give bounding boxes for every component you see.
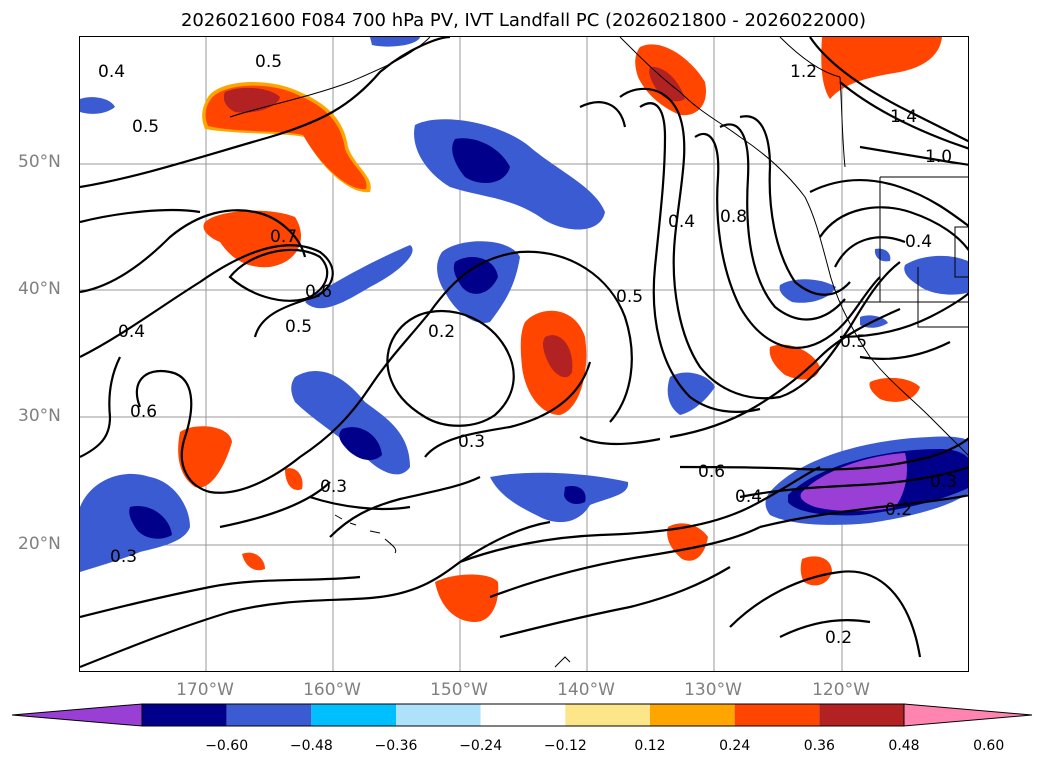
colorbar-tick-label: −0.60 (205, 738, 249, 754)
contour-label: 0.4 (98, 62, 125, 82)
colorbar-segment (650, 704, 735, 726)
colorbar-tick-label: 0.24 (719, 738, 751, 754)
colorbar-tick-label: −0.48 (289, 738, 333, 754)
contour-label: 0.5 (616, 287, 643, 307)
lat-label: 30°N (18, 406, 61, 426)
colorbar-segment (480, 704, 566, 726)
lat-label: 40°N (18, 279, 61, 299)
lat-label: 50°N (18, 152, 61, 172)
lat-label: 20°N (18, 534, 61, 554)
ivt-shading (80, 37, 968, 622)
colorbar-segment (396, 704, 481, 726)
colorbar-tick-label: 0.48 (888, 738, 920, 754)
colorbar-extend-max (903, 703, 1033, 727)
contour-label: 0.2 (885, 500, 912, 520)
contour-label: 0.4 (668, 212, 695, 232)
contour-label: 0.4 (118, 322, 145, 342)
contour-label: 1.2 (790, 62, 817, 82)
contour-label: 0.5 (255, 52, 282, 72)
colorbar-tick-label: 0.36 (803, 738, 835, 754)
colorbar-segment (226, 704, 312, 726)
contour-label: 1.4 (890, 107, 917, 127)
contour-label: 0.8 (720, 207, 747, 227)
contour-label: 0.5 (840, 332, 867, 352)
lon-label: 160°W (303, 680, 361, 700)
colorbar-tick-label: 0.12 (634, 738, 666, 754)
contour-label: 0.2 (428, 322, 455, 342)
contour-label: 0.2 (825, 628, 852, 648)
contour-label: 0.3 (320, 477, 347, 497)
contour-label: 0.7 (270, 227, 297, 247)
map-plot: 0.4 0.5 0.5 0.7 0.6 0.5 0.4 0.6 0.3 0.2 … (80, 37, 968, 671)
colorbar-segment (142, 704, 227, 726)
pv-contours (80, 37, 968, 669)
map-panel: 0.4 0.5 0.5 0.7 0.6 0.5 0.4 0.6 0.3 0.2 … (79, 36, 969, 672)
contour-label: 0.6 (305, 282, 332, 302)
contour-label: 0.4 (735, 487, 762, 507)
contour-label: 0.6 (130, 402, 157, 422)
colorbar-segment (734, 704, 820, 726)
contour-label: 0.3 (930, 472, 957, 492)
contour-label: 0.3 (458, 432, 485, 452)
contour-label: 0.5 (285, 317, 312, 337)
contour-label: 0.3 (110, 547, 137, 567)
lon-label: 120°W (812, 680, 870, 700)
contour-label-group: 0.4 0.5 0.5 0.7 0.6 0.5 0.4 0.6 0.3 0.2 … (98, 52, 957, 648)
colorbar-border (141, 703, 905, 727)
colorbar-tick-label: −0.36 (374, 738, 418, 754)
contour-label: 0.6 (698, 462, 725, 482)
lon-label: 170°W (176, 680, 234, 700)
colorbar-tick-label: −0.12 (543, 738, 587, 754)
lon-label: 130°W (684, 680, 742, 700)
contour-label: 0.4 (905, 232, 932, 252)
map-title: 2026021600 F084 700 hPa PV, IVT Landfall… (180, 10, 867, 31)
coastlines (229, 37, 968, 668)
colorbar-tick-label: −0.24 (459, 738, 503, 754)
colorbar-extend-min (12, 703, 143, 727)
colorbar-segment (311, 704, 396, 726)
lon-label: 150°W (430, 680, 488, 700)
colorbar-tick-label: 0.60 (973, 738, 1005, 754)
contour-label: 0.5 (132, 117, 159, 137)
contour-label: 1.0 (925, 147, 952, 167)
colorbar-segment (819, 704, 904, 726)
colorbar-segment (565, 704, 650, 726)
lon-label: 140°W (557, 680, 615, 700)
colorbar (12, 703, 1033, 727)
